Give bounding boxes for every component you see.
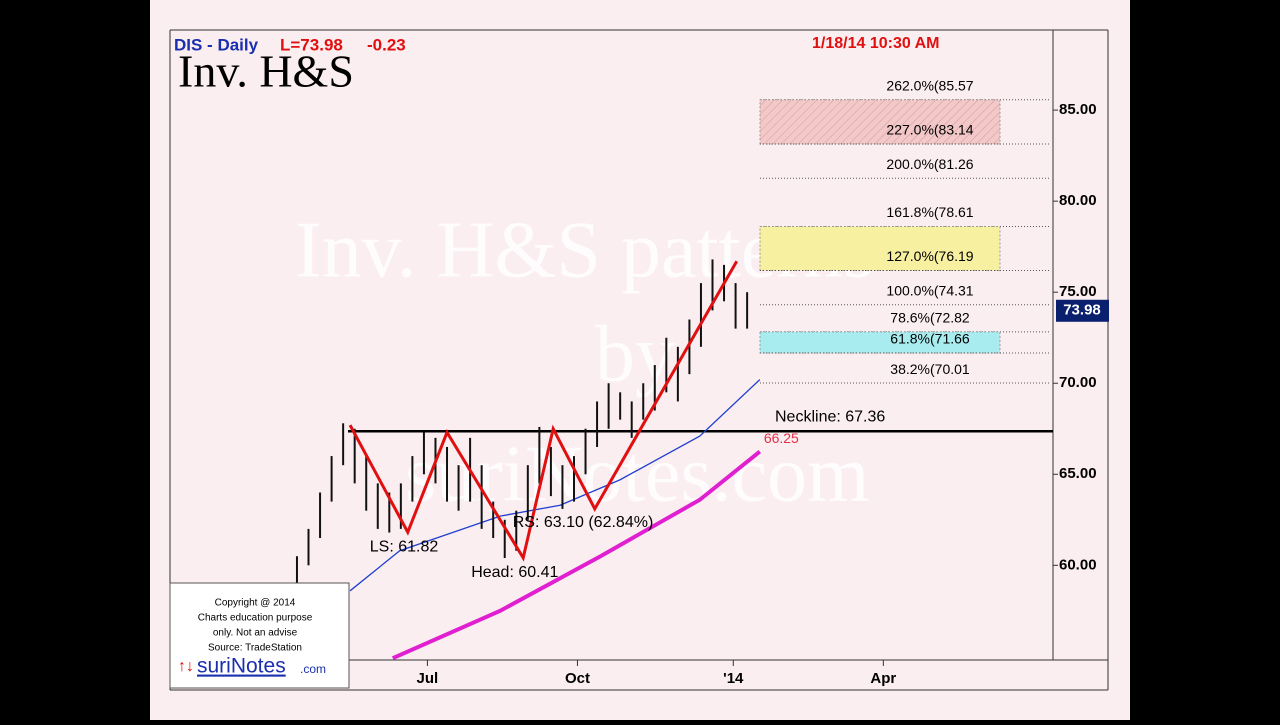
brand-name: suriNotes: [197, 655, 286, 678]
pattern-label: Head: 60.41: [471, 564, 558, 581]
y-tick-label: 65.00: [1059, 465, 1097, 482]
fib-zone: [759, 225, 1001, 272]
neckline-label: Neckline: 67.36: [775, 409, 885, 426]
copyright-text: Source: TradeStation: [208, 643, 302, 654]
x-tick-label: '14: [723, 670, 744, 687]
timestamp: 1/18/14 10:30 AM: [812, 35, 939, 52]
pattern-line: [348, 260, 739, 562]
last-price-label: 73.98: [1063, 302, 1101, 319]
plot: 60.00 65.00 70.00 75.00 80.00 85.00 Jul Oct '14 A…: [284, 77, 1109, 687]
brand-icon: ↑↓: [178, 658, 194, 675]
moving-average: [349, 379, 761, 592]
fib-label: 100.0%(74.31: [886, 282, 973, 298]
ma-label: 66.25: [764, 430, 799, 446]
watermark-text: suriNotes.com: [405, 430, 869, 518]
y-tick-label: 75.00: [1059, 283, 1097, 300]
fib-label: 127.0%(76.19: [886, 248, 973, 264]
chart-title: Inv. H&S: [178, 46, 354, 97]
fib-label: 78.6%(72.82: [890, 310, 970, 326]
y-tick-label: 60.00: [1059, 556, 1097, 573]
moving-average: [391, 449, 762, 661]
copyright-text: Charts education purpose: [198, 613, 313, 624]
fib-label: 38.2%(70.01: [890, 361, 970, 377]
last-price-tag: [1056, 299, 1109, 322]
x-tick-label: Oct: [565, 670, 590, 687]
x-tick-label: Jul: [417, 670, 439, 687]
pattern-label: RS: 63.10 (62.84%): [513, 514, 654, 531]
change: -0.23: [367, 35, 406, 54]
pattern-label: LS: 61.82: [370, 538, 439, 555]
watermark-text: by: [595, 310, 675, 398]
fib-label: 161.8%(78.61: [886, 204, 973, 220]
y-tick-label: 70.00: [1059, 374, 1097, 391]
fib-label: 262.0%(85.57: [886, 77, 973, 93]
copyright-bg: [169, 582, 350, 689]
copyright-box: Copyright @ 2014 Charts education purpos…: [169, 582, 350, 689]
copyright-text: only. Not an advise: [213, 628, 298, 639]
fib-label: 200.0%(81.26: [886, 156, 973, 172]
fib-zone-hatch: [760, 99, 1000, 144]
last: L=73.98: [280, 35, 343, 54]
x-tick-label: Apr: [870, 670, 896, 687]
fib-label: 61.8%(71.66: [890, 331, 970, 347]
brand-suffix: .com: [300, 662, 326, 676]
symbol: DIS - Daily: [174, 35, 259, 54]
copyright-text: Copyright @ 2014: [215, 598, 296, 609]
y-tick-label: 80.00: [1059, 192, 1097, 209]
y-tick-label: 85.00: [1059, 101, 1097, 118]
fib-label: 227.0%(83.14: [886, 122, 973, 138]
